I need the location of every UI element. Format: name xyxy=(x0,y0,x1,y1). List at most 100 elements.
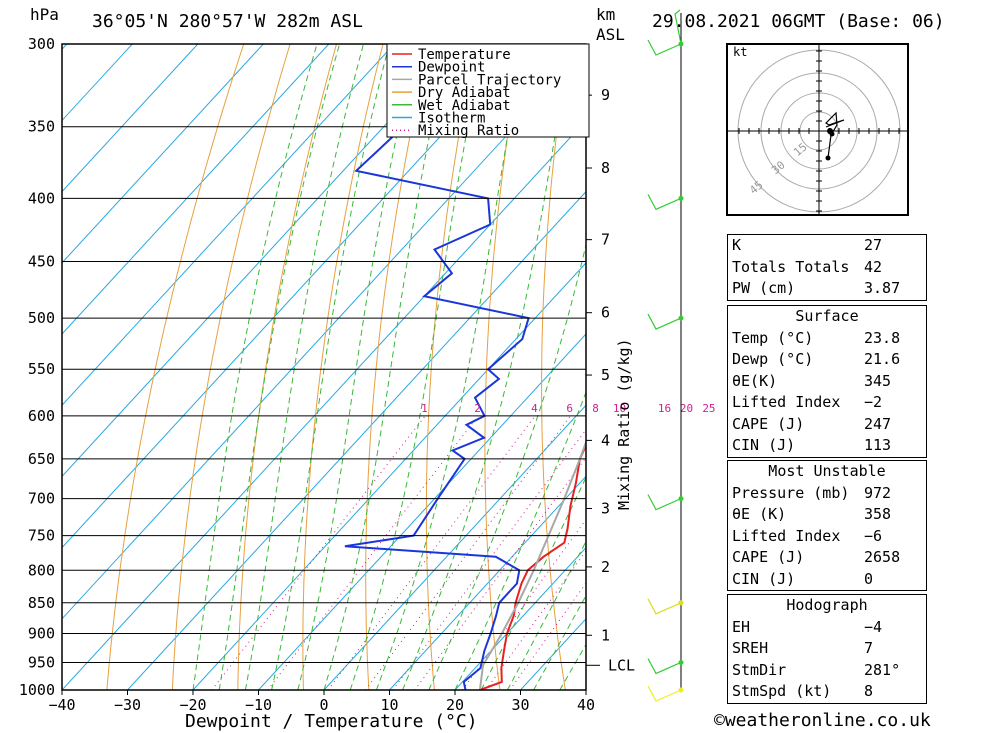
hodo-row-sreh: SREH 7 xyxy=(732,639,874,657)
mixing-ratio-line xyxy=(392,428,586,690)
km-tick-label: 4 xyxy=(601,431,610,449)
wet-adiabat-line xyxy=(297,44,418,690)
isotherm-line xyxy=(258,333,586,690)
km-tick-label: 5 xyxy=(601,366,610,384)
legend-label: Parcel Trajectory xyxy=(418,72,561,88)
hodograph-unit: kt xyxy=(733,45,748,59)
isotherm-line xyxy=(62,44,133,122)
hodo-ring-label-30: 30 xyxy=(769,158,788,176)
wind-barb xyxy=(647,39,682,56)
dry-adiabat-line xyxy=(365,44,430,690)
dry-adiabat-line xyxy=(425,44,477,690)
mixing-ratio-label: 2 xyxy=(474,402,481,415)
pressure-tick-label: 1000 xyxy=(19,681,55,699)
dry-adiabat-line xyxy=(987,44,1000,690)
dry-adiabat-line xyxy=(171,44,291,690)
mixing-ratio-label: 10 xyxy=(613,402,626,415)
legend-label: Temperature xyxy=(418,47,511,63)
hodo-row-stmdir: StmDir 281° xyxy=(732,660,901,679)
surface-row-thetae: θE(K) 345 xyxy=(732,371,892,390)
isotherm-line xyxy=(389,475,586,690)
mixing-ratio-line xyxy=(211,415,426,690)
mixing-ratio-label: 6 xyxy=(566,402,573,415)
isotherm-line xyxy=(62,44,395,406)
pressure-tick-label: 650 xyxy=(28,450,55,468)
dewpoint-line xyxy=(344,44,530,690)
wet-adiabat-line xyxy=(349,44,485,690)
pressure-tick-label: 700 xyxy=(28,490,55,508)
pressure-tick-label: 500 xyxy=(28,309,55,327)
indices-table: K 27 Totals Totals 42 PW (cm) 3.87 xyxy=(727,234,927,301)
hodo-ring-label-45: 45 xyxy=(747,178,766,196)
dry-adiabat-line xyxy=(940,44,1000,690)
isotherm-line xyxy=(62,44,461,478)
wet-adiabat-line xyxy=(428,242,586,690)
wet-adiabat-line xyxy=(244,44,364,690)
surface-row-li: Lifted Index −2 xyxy=(732,393,883,411)
mixing-ratio-label: 8 xyxy=(592,402,599,415)
temperature-line xyxy=(479,443,586,690)
wet-adiabat-line xyxy=(192,44,318,690)
surface-row-temp: Temp (°C) 23.8 xyxy=(732,328,901,347)
temp-tick-label: −10 xyxy=(245,696,272,714)
surface-row-dewp: Dewp (°C) 21.6 xyxy=(732,350,901,368)
mu-row-thetae: θE (K) 358 xyxy=(732,505,892,523)
pressure-tick-label: 600 xyxy=(28,407,55,425)
temp-tick-label: −30 xyxy=(114,696,141,714)
isotherm-line xyxy=(62,44,526,549)
wind-barb-top xyxy=(674,9,682,45)
pressure-tick-label: 850 xyxy=(28,594,55,612)
mixing-ratio-label: 4 xyxy=(531,402,538,415)
pressure-tick-label: 550 xyxy=(28,360,55,378)
temp-tick-label: 20 xyxy=(446,696,464,714)
isotherm-line xyxy=(62,44,264,264)
legend-label: Isotherm xyxy=(418,111,485,127)
km-label: km xyxy=(596,5,615,24)
pressure-tick-label: 300 xyxy=(28,35,55,53)
wet-adiabat-line xyxy=(323,44,450,690)
copyright-link[interactable]: ©weatheronline.co.uk xyxy=(714,710,931,731)
hodograph-plot: 15 30 45 xyxy=(728,45,907,214)
temp-tick-label: 10 xyxy=(380,696,398,714)
temp-tick-label: 40 xyxy=(577,696,595,714)
pressure-tick-label: 750 xyxy=(28,527,55,545)
hodograph-table-title: Hodograph xyxy=(786,596,868,614)
surface-row-cin: CIN (J) 113 xyxy=(732,436,892,454)
most-unstable-title: Most Unstable xyxy=(768,462,886,480)
wind-barb xyxy=(647,685,682,702)
pressure-tick-label: 800 xyxy=(28,561,55,579)
isotherm-line xyxy=(454,546,586,690)
km-tick-label: 1 xyxy=(601,626,610,644)
hodo-row-stmspd: StmSpd (kt) 8 xyxy=(732,682,874,700)
dry-adiabat-line xyxy=(237,44,337,690)
isotherm-line xyxy=(0,44,1,690)
hpa-label: hPa xyxy=(30,5,59,24)
wind-barb xyxy=(647,598,682,615)
hodo-point-surface xyxy=(825,155,831,161)
legend-label: Wet Adiabat xyxy=(418,98,511,114)
surface-row-cape: CAPE (J) 247 xyxy=(732,414,892,433)
km-tick-label: 2 xyxy=(601,558,610,576)
index-row-totals: Totals Totals 42 xyxy=(732,257,883,276)
mixing-ratio-label: 1 xyxy=(421,402,428,415)
pressure-tick-label: 450 xyxy=(28,253,55,271)
hodograph-table: Hodograph EH −4 SREH 7 StmDir 281° StmSpd (… xyxy=(727,594,927,704)
legend-label: Mixing Ratio xyxy=(418,123,519,139)
wind-barb xyxy=(647,658,682,675)
mu-row-cin: CIN (J) 0 xyxy=(732,569,874,588)
km-tick-label: 9 xyxy=(601,86,610,104)
dry-adiabat-line xyxy=(106,44,245,690)
datetime-label: 29.08.2021 06GMT (Base: 06) xyxy=(652,11,945,32)
isotherm-line xyxy=(62,44,330,335)
km-tick-label: 6 xyxy=(601,304,610,322)
wet-adiabat-line xyxy=(506,540,586,690)
wind-barbs xyxy=(647,9,684,702)
pressure-tick-label: 900 xyxy=(28,624,55,642)
mixing-ratio-line xyxy=(485,549,586,690)
pressure-tick-label: 400 xyxy=(28,189,55,207)
mixing-ratio-label: 20 xyxy=(680,402,693,415)
wind-barb xyxy=(647,313,682,330)
isotherm-line xyxy=(62,48,586,620)
km-tick-label: 3 xyxy=(601,499,610,517)
